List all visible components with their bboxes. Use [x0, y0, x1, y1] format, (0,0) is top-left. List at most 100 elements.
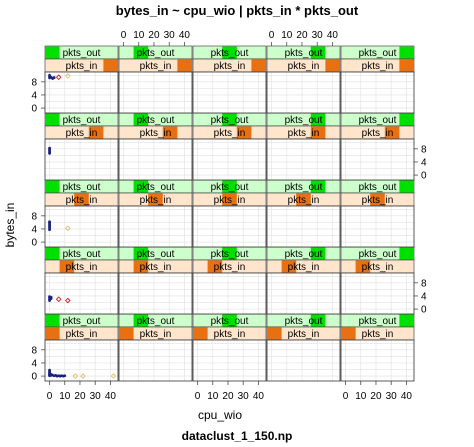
chart-subtitle: dataclust_1_150.np — [182, 429, 293, 443]
x-tick-label: 40 — [253, 391, 265, 402]
strip-outer-label: pkts_out — [211, 316, 249, 327]
x-tick-label: 40 — [105, 391, 117, 402]
strip-outer-label: pkts_out — [285, 115, 323, 126]
strip-outer-label: pkts_out — [63, 115, 101, 126]
panel-plot-area — [45, 340, 118, 381]
strip-inner-bar — [148, 193, 163, 206]
panel-plot-area — [45, 206, 118, 247]
strip-outer-bar — [310, 247, 326, 260]
panel-border — [192, 138, 267, 181]
strip-outer-bar — [222, 180, 237, 193]
panel-border — [44, 71, 119, 114]
strip-outer-bar — [310, 180, 326, 193]
y-axis-label: bytes_in — [3, 203, 17, 248]
strip-outer-bar — [222, 113, 237, 126]
data-point-marker — [80, 373, 86, 379]
y-tick-label: 8 — [31, 77, 37, 88]
strip-inner-bar — [177, 59, 192, 72]
strip-inner-label: pkts_in — [214, 195, 246, 206]
strip-inner-bar — [133, 260, 149, 273]
strip-outer-bar — [222, 46, 237, 59]
panel-border — [44, 138, 119, 181]
strip-inner-bar — [45, 327, 60, 340]
data-point — [49, 295, 53, 299]
panel-border — [340, 205, 415, 248]
panel-plot-area — [267, 340, 340, 381]
panel-border — [266, 138, 341, 181]
data-point-marker — [55, 74, 62, 81]
panel: pkts_out pkts_in — [266, 179, 341, 248]
strip-inner-bar — [281, 260, 297, 273]
strip-outer-label: pkts_out — [285, 182, 323, 193]
strip-outer-label: pkts_out — [63, 48, 101, 59]
panel-plot-area — [267, 139, 340, 180]
panel: pkts_out pkts_in — [266, 313, 341, 382]
strip-outer-bar — [399, 180, 414, 193]
strip-outer-label: pkts_out — [211, 115, 249, 126]
strip-inner-label: pkts_in — [66, 262, 98, 273]
x-tick-label: 20 — [222, 391, 234, 402]
y-tick-label: 0 — [31, 372, 37, 383]
strip-outer-bar — [45, 180, 60, 193]
strip-inner-label: pkts_in — [288, 128, 320, 139]
panel-plot-area — [341, 139, 414, 180]
strip-inner-label: pkts_in — [362, 329, 394, 340]
panel-plot-area — [193, 139, 266, 180]
strip-inner-label: pkts_in — [66, 128, 98, 139]
panel: pkts_out pkts_in 0 4 8 — [340, 112, 427, 182]
strip-inner-label: pkts_in — [66, 61, 98, 72]
panel: pkts_out pkts_in — [266, 45, 341, 114]
strip-inner-bar — [310, 126, 326, 139]
panel-plot-area — [267, 72, 340, 113]
panel-border — [340, 138, 415, 181]
strip-inner-bar — [74, 193, 89, 206]
panel-plot-area — [45, 72, 118, 113]
x-axis-label: cpu_wio — [198, 408, 242, 422]
y-tick-label: 8 — [31, 211, 37, 222]
strip-inner-label: pkts_in — [214, 262, 246, 273]
strip-outer-bar — [399, 46, 414, 59]
y-tick-label: 0 — [421, 171, 427, 182]
panel-border — [118, 71, 193, 114]
x-tick-label: 20 — [74, 391, 86, 402]
panel: pkts_out pkts_in — [192, 112, 267, 181]
x-tick-label: 40 — [401, 391, 413, 402]
strip-inner-label: pkts_in — [140, 262, 172, 273]
strip-inner-bar — [119, 327, 134, 340]
panel-border — [266, 272, 341, 315]
data-point — [48, 73, 51, 77]
strip-outer-bar — [399, 113, 414, 126]
x-tick-label: 0 — [47, 391, 53, 402]
data-point — [48, 220, 51, 224]
x-tick-label: 0 — [269, 30, 275, 41]
strip-inner-bar — [325, 59, 340, 72]
strip-inner-bar — [251, 59, 266, 72]
panel-border — [192, 71, 267, 114]
x-tick-label: 30 — [238, 391, 250, 402]
panel-plot-area — [267, 273, 340, 314]
x-tick-label: 30 — [386, 391, 398, 402]
strip-inner-bar — [236, 126, 252, 139]
data-point — [48, 368, 51, 372]
panel-plot-area — [119, 72, 192, 113]
panel-border — [118, 272, 193, 315]
strip-outer-bar — [222, 247, 237, 260]
strip-outer-bar — [133, 247, 149, 260]
data-point-marker — [64, 225, 71, 232]
panel-border — [118, 205, 193, 248]
panel-plot-area — [341, 206, 414, 247]
strip-inner-bar — [59, 260, 75, 273]
data-point — [48, 146, 51, 150]
strip-inner-label: pkts_in — [288, 195, 320, 206]
strip-outer-label: pkts_out — [359, 316, 397, 327]
panel-plot-area — [119, 139, 192, 180]
strip-inner-bar — [399, 59, 414, 72]
panel-plot-area — [45, 139, 118, 180]
panel-plot-area — [341, 273, 414, 314]
strip-outer-label: pkts_out — [137, 48, 175, 59]
strip-inner-label: pkts_in — [66, 329, 98, 340]
strip-inner-label: pkts_in — [140, 61, 172, 72]
strip-outer-label: pkts_out — [63, 316, 101, 327]
strip-inner-bar — [103, 59, 118, 72]
panel-plot-area — [341, 72, 414, 113]
